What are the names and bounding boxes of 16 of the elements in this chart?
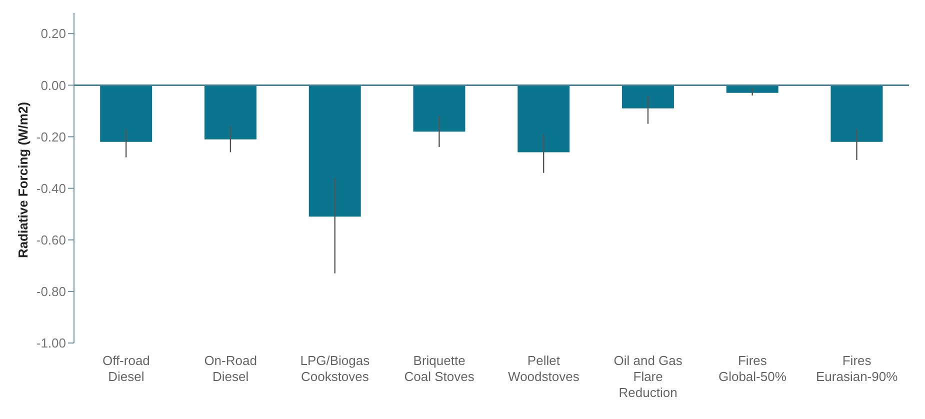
y-tick-label: -0.80: [36, 284, 66, 300]
x-tick-label: Fires Global-50%: [718, 353, 787, 384]
y-tick-label: 0.00: [40, 78, 66, 93]
x-tick-label: Oil and Gas Flare Reduction: [614, 353, 683, 400]
x-tick-label: Pellet Woodstoves: [508, 353, 580, 384]
x-tick-label: LPG/Biogas Cookstoves: [300, 353, 370, 384]
x-tick-label: Fires Eurasian-90%: [816, 353, 898, 384]
x-tick-label: On-Road Diesel: [204, 353, 257, 384]
y-tick-label: -0.20: [36, 129, 66, 144]
y-tick-label: -1.00: [36, 336, 66, 351]
y-tick-label: -0.40: [36, 180, 66, 196]
x-tick-label: Briquette Coal Stoves: [404, 353, 475, 384]
x-tick-label: Off-road Diesel: [102, 353, 150, 384]
y-axis-title: Radiative Forcing (W/m2): [16, 102, 31, 258]
y-tick-label: -0.60: [36, 232, 66, 248]
y-tick-label: 0.20: [40, 26, 66, 42]
